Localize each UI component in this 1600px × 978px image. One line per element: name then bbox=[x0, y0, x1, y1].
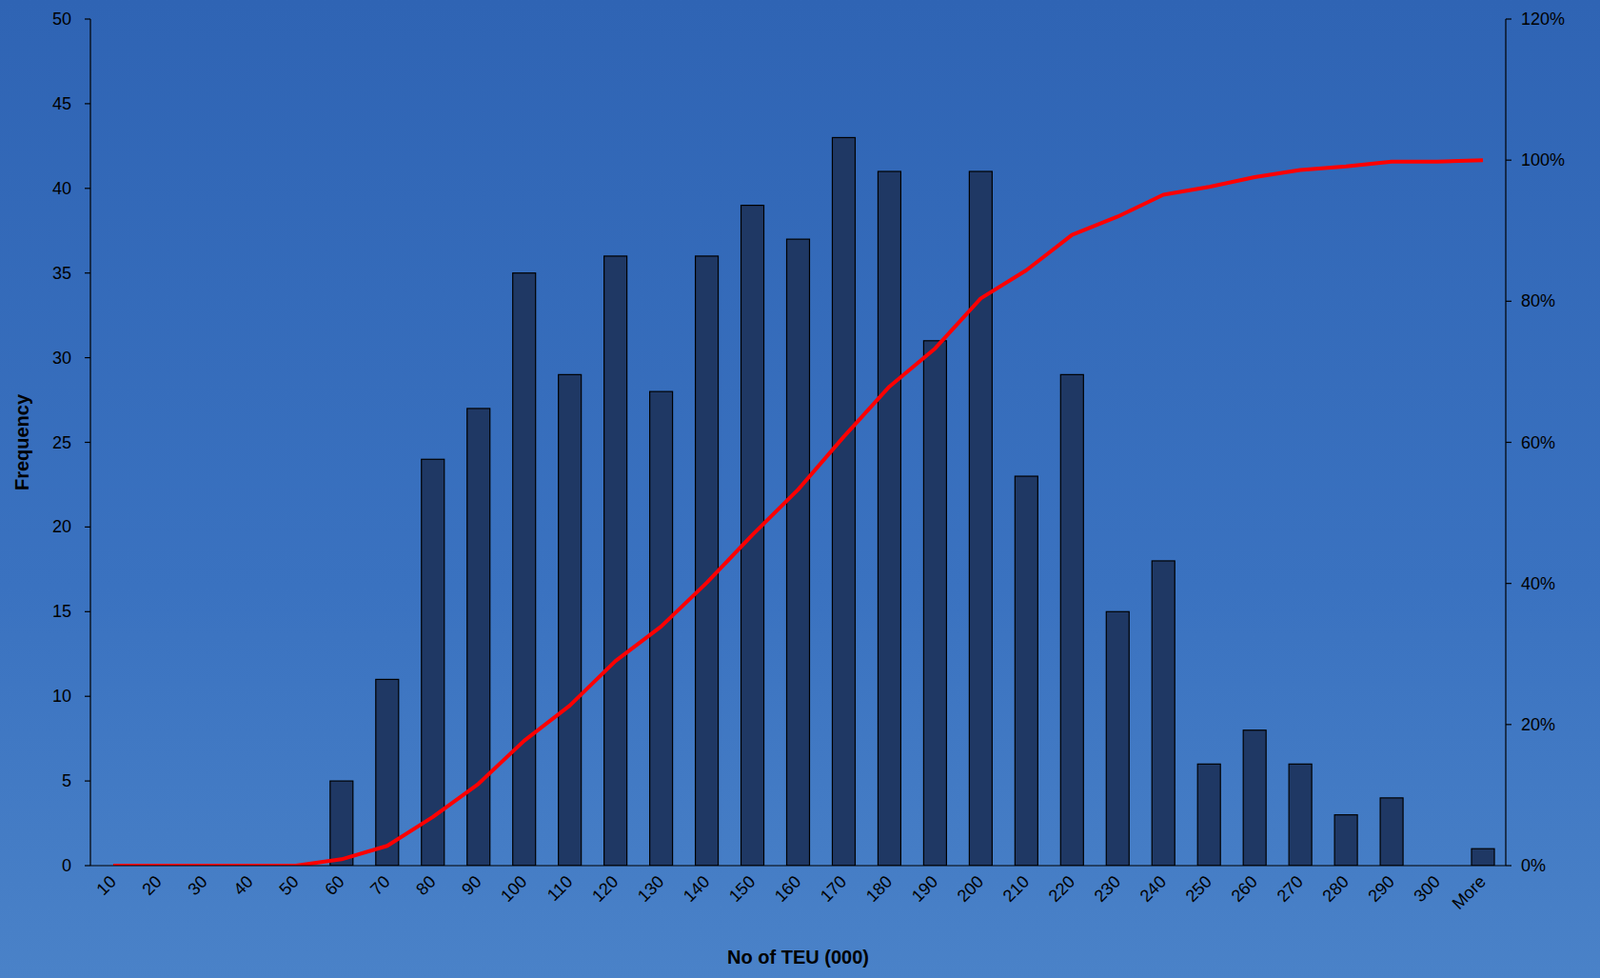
y-tick-label: 50 bbox=[52, 9, 72, 29]
y-tick bbox=[84, 441, 91, 443]
y-tick bbox=[84, 864, 91, 866]
y-tick-label: 25 bbox=[52, 433, 72, 453]
y2-tick-label: 0% bbox=[1520, 855, 1546, 875]
bar bbox=[923, 340, 947, 866]
y-tick-label: 40 bbox=[52, 178, 72, 198]
y-tick-label: 5 bbox=[61, 770, 72, 791]
bar bbox=[1151, 560, 1175, 866]
bar bbox=[1288, 763, 1312, 866]
bar bbox=[695, 256, 719, 866]
y-tick bbox=[84, 18, 91, 20]
bar bbox=[1471, 848, 1495, 866]
bar bbox=[421, 458, 445, 866]
x-tick-label: 50 bbox=[275, 871, 302, 899]
y-tick-label: 20 bbox=[52, 516, 72, 536]
y2-tick bbox=[1505, 300, 1512, 302]
bar bbox=[467, 408, 491, 866]
bar bbox=[1334, 814, 1358, 866]
bar bbox=[330, 780, 354, 866]
y2-tick-label: 60% bbox=[1520, 433, 1556, 453]
y-axis-title: Frequency bbox=[11, 393, 33, 491]
y2-tick bbox=[1505, 723, 1512, 725]
chart: 0 5 10 15 20 25 30 35 40 45 50 0% 20% 40% 60% 80% 100% 12… bbox=[0, 0, 1600, 978]
y2-tick bbox=[1505, 18, 1512, 20]
y-tick bbox=[84, 611, 91, 613]
y-tick-label: 35 bbox=[52, 263, 72, 283]
y-tick bbox=[84, 695, 91, 697]
x-tick-label: 210 bbox=[999, 871, 1033, 906]
y2-tick bbox=[1505, 864, 1512, 866]
bar bbox=[787, 238, 810, 866]
bar bbox=[604, 256, 628, 866]
bar bbox=[1197, 763, 1221, 866]
y2-tick-label: 80% bbox=[1520, 291, 1556, 311]
y-tick-label: 10 bbox=[52, 686, 72, 706]
x-tick-label: 80 bbox=[412, 871, 439, 899]
x-tick-label: 130 bbox=[633, 871, 668, 906]
bar bbox=[1380, 797, 1403, 866]
bar bbox=[375, 678, 399, 866]
x-tick-label: 170 bbox=[816, 871, 850, 906]
x-tick-label: 100 bbox=[496, 871, 531, 906]
y-tick bbox=[84, 356, 91, 358]
y2-tick bbox=[1505, 582, 1512, 584]
bar bbox=[831, 137, 855, 866]
x-tick-label: 70 bbox=[366, 871, 394, 899]
x-tick-label: 200 bbox=[953, 871, 988, 906]
y-tick bbox=[84, 187, 91, 189]
x-tick-label: 270 bbox=[1273, 871, 1307, 906]
y-tick bbox=[84, 526, 91, 528]
x-tick-label: 260 bbox=[1227, 871, 1262, 906]
y2-tick-label: 120% bbox=[1520, 9, 1565, 29]
y-tick-label: 30 bbox=[52, 348, 72, 368]
x-tick-label: 250 bbox=[1182, 871, 1216, 906]
bar bbox=[877, 171, 901, 866]
x-tick-label: 220 bbox=[1045, 871, 1079, 906]
x-tick-label: 120 bbox=[588, 871, 622, 906]
y2-tick bbox=[1505, 159, 1512, 161]
x-tick-label: 160 bbox=[770, 871, 805, 906]
x-tick-label: 280 bbox=[1319, 871, 1353, 906]
y2-tick-label: 100% bbox=[1520, 150, 1565, 170]
x-tick-label: 230 bbox=[1090, 871, 1125, 906]
y-tick bbox=[84, 272, 91, 274]
x-tick-label: 110 bbox=[543, 871, 576, 905]
x-tick-label: 40 bbox=[229, 871, 257, 899]
x-tick-label: 20 bbox=[138, 871, 165, 899]
bar bbox=[1060, 374, 1084, 866]
x-tick-label: 300 bbox=[1409, 871, 1443, 906]
y-tick-label: 45 bbox=[52, 94, 72, 114]
x-tick-label: 30 bbox=[183, 871, 211, 899]
y-tick bbox=[84, 102, 91, 104]
cumulative-line bbox=[113, 159, 1483, 866]
y-tick bbox=[84, 779, 91, 781]
x-tick-label: 240 bbox=[1136, 871, 1170, 906]
x-axis-line bbox=[90, 864, 1506, 866]
x-tick-label: 140 bbox=[679, 871, 713, 906]
x-axis-title: No of TEU (000) bbox=[727, 946, 870, 968]
bar bbox=[1243, 730, 1266, 866]
y-tick-label: 15 bbox=[52, 601, 72, 621]
y2-tick bbox=[1505, 441, 1512, 443]
bar bbox=[968, 171, 992, 866]
marks bbox=[113, 137, 1495, 866]
y2-tick-label: 20% bbox=[1520, 714, 1556, 734]
x-tick-label: 150 bbox=[725, 871, 759, 906]
bar bbox=[1014, 475, 1038, 866]
y2-tick-label: 40% bbox=[1520, 573, 1556, 593]
bar bbox=[558, 374, 582, 866]
x-tick-label: 60 bbox=[320, 871, 348, 899]
bar bbox=[1106, 611, 1129, 866]
x-tick-label: 180 bbox=[862, 871, 896, 906]
x-tick-label: 90 bbox=[457, 871, 485, 899]
x-tick-label: 10 bbox=[93, 871, 120, 899]
y-tick-label: 0 bbox=[61, 855, 72, 875]
x-tick-label: 290 bbox=[1364, 871, 1399, 906]
bar bbox=[513, 273, 536, 866]
x-tick-label: 190 bbox=[908, 871, 942, 906]
x-tick-label: More bbox=[1448, 871, 1490, 913]
